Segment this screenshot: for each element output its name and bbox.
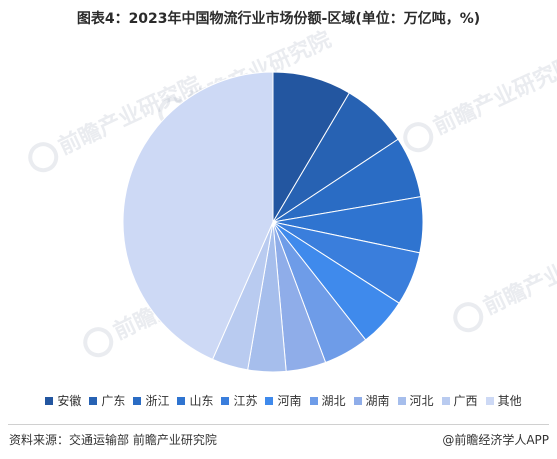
legend-item-安徽: 安徽 (45, 392, 81, 409)
legend-item-浙江: 浙江 (133, 392, 169, 409)
legend-swatch (89, 396, 98, 405)
legend-swatch (133, 396, 142, 405)
legend-item-湖南: 湖南 (353, 392, 390, 409)
legend-swatch (353, 396, 362, 405)
legend-label: 湖南 (365, 394, 390, 408)
legend-label: 河北 (409, 394, 434, 408)
legend-label: 广西 (453, 394, 478, 408)
legend-label: 山东 (189, 394, 214, 408)
legend-item-河北: 河北 (397, 392, 434, 409)
legend-label: 江苏 (233, 394, 258, 408)
footer-divider (8, 424, 549, 425)
legend-label: 浙江 (145, 394, 170, 408)
legend-swatch (177, 396, 186, 405)
legend-item-广东: 广东 (89, 392, 125, 409)
chart-legend: 安徽 广东 浙江 山东 江苏 河南 湖北 湖南 河北 广西 其他 (18, 392, 549, 409)
pie-slice-其他 (122, 71, 274, 360)
legend-swatch (221, 396, 230, 405)
legend-swatch (309, 396, 318, 405)
legend-item-山东: 山东 (177, 392, 213, 409)
legend-label: 广东 (101, 394, 126, 408)
legend-item-河南: 河南 (265, 392, 302, 409)
legend-swatch (45, 396, 54, 405)
legend-item-江苏: 江苏 (221, 392, 257, 409)
legend-item-广西: 广西 (441, 392, 478, 409)
source-note: 资料来源：交通运输部 前瞻产业研究院 (9, 433, 217, 447)
legend-label: 安徽 (57, 394, 82, 408)
legend-label: 其他 (497, 394, 522, 408)
legend-swatch (265, 396, 274, 405)
chart-title: 图表4：2023年中国物流行业市场份额-区域(单位：万亿吨，%) (76, 11, 481, 27)
legend-swatch (441, 396, 450, 405)
legend-label: 河南 (277, 394, 302, 408)
legend-swatch (485, 396, 494, 405)
legend-item-其他: 其他 (485, 392, 522, 409)
legend-label: 湖北 (321, 394, 346, 408)
pie-chart (122, 71, 424, 373)
legend-swatch (397, 396, 406, 405)
brand-label: @前瞻经济学人APP (442, 433, 549, 447)
legend-item-湖北: 湖北 (309, 392, 346, 409)
